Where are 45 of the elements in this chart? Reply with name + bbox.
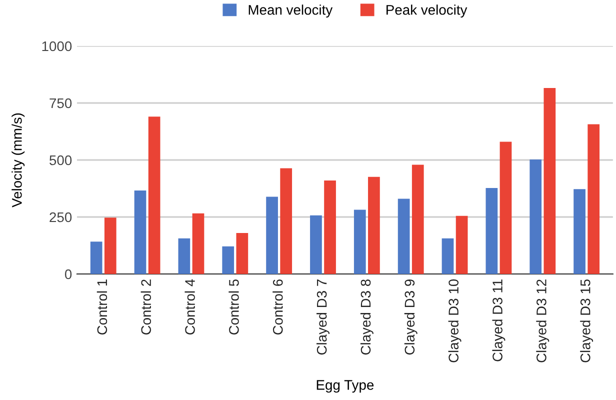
bar bbox=[398, 198, 410, 274]
x-tick-label: Clayed D3 7 bbox=[316, 280, 330, 355]
bar bbox=[544, 88, 556, 274]
bar bbox=[412, 164, 424, 274]
bar bbox=[500, 142, 512, 274]
legend-label: Peak velocity bbox=[386, 4, 468, 18]
bar bbox=[266, 196, 278, 274]
x-tick-label: Control 1 bbox=[96, 280, 108, 335]
x-tick-label: Clayed D3 12 bbox=[536, 280, 550, 362]
y-tick-label: 750 bbox=[50, 98, 72, 108]
y-axis-title: Velocity (mm/s) bbox=[12, 113, 25, 208]
bar bbox=[90, 242, 102, 274]
bar bbox=[148, 116, 160, 274]
bar bbox=[368, 176, 380, 274]
legend-label: Mean velocity bbox=[248, 4, 333, 18]
bar bbox=[530, 160, 542, 274]
y-tick-label: 0 bbox=[64, 269, 72, 280]
x-axis-title: Egg Type bbox=[316, 380, 374, 393]
x-tick-label: Clayed D3 11 bbox=[492, 280, 506, 362]
bar bbox=[104, 218, 116, 274]
x-tick-label: Control 6 bbox=[272, 279, 283, 335]
bar bbox=[574, 189, 586, 274]
x-tick-label: Control 2 bbox=[140, 280, 152, 335]
x-tick-label: Clayed D3 10 bbox=[448, 279, 462, 362]
bar bbox=[456, 216, 468, 274]
bar bbox=[486, 188, 498, 274]
y-tick-label: 500 bbox=[50, 155, 72, 166]
bar bbox=[588, 124, 600, 274]
x-tick-label: Clayed D3 15 bbox=[580, 279, 594, 362]
bar bbox=[192, 213, 204, 274]
x-tick-label: Control 4 bbox=[184, 279, 195, 335]
bar bbox=[236, 232, 248, 274]
bar bbox=[442, 238, 454, 274]
bar bbox=[324, 180, 336, 274]
bar bbox=[354, 210, 366, 274]
bar bbox=[134, 190, 146, 274]
x-tick-label: Control 5 bbox=[228, 279, 239, 335]
x-tick-label: Clayed D3 8 bbox=[360, 279, 374, 355]
y-tick-label: 1000 bbox=[42, 41, 72, 52]
bar bbox=[222, 246, 234, 274]
y-tick-label: 250 bbox=[50, 212, 72, 222]
x-tick-label: Clayed D3 9 bbox=[404, 280, 418, 355]
bar bbox=[310, 215, 322, 274]
bar bbox=[280, 168, 292, 274]
bar bbox=[178, 238, 190, 274]
